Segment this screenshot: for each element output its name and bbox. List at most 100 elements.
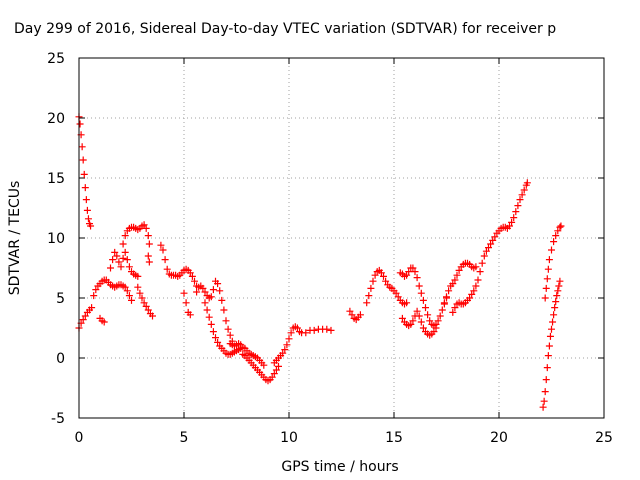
data-point — [115, 258, 123, 266]
data-point — [520, 186, 528, 194]
x-tick-label: 5 — [180, 430, 189, 446]
data-point — [543, 364, 551, 372]
data-point — [346, 307, 354, 315]
data-point — [510, 214, 518, 222]
data-point — [487, 240, 495, 248]
data-point — [449, 280, 457, 288]
data-point — [100, 318, 108, 326]
data-point — [474, 276, 482, 284]
data-point — [140, 299, 148, 307]
data-point — [543, 275, 551, 283]
data-point — [356, 311, 364, 319]
data-point — [555, 282, 563, 290]
data-point — [554, 227, 562, 235]
data-point — [159, 246, 167, 254]
data-point — [149, 312, 156, 320]
data-point — [417, 289, 425, 297]
y-axis-label: SDTVAR / TECUs — [7, 181, 23, 296]
data-point — [125, 263, 133, 271]
data-point — [207, 320, 215, 328]
data-point — [422, 304, 429, 312]
data-point — [409, 264, 417, 272]
data-point — [216, 287, 224, 295]
data-point — [268, 373, 276, 381]
data-point — [556, 277, 564, 285]
data-point — [480, 252, 488, 260]
data-point — [545, 256, 553, 264]
data-point — [293, 324, 301, 332]
data-point — [207, 293, 215, 301]
data-point — [128, 296, 135, 304]
data-point — [403, 271, 411, 279]
data-point — [472, 263, 480, 271]
x-tick-label: 10 — [280, 430, 298, 446]
data-point — [113, 252, 121, 260]
x-tick-label: 25 — [595, 430, 613, 446]
data-point — [489, 236, 497, 244]
data-point — [145, 240, 153, 248]
data-point — [144, 232, 152, 240]
data-point — [119, 254, 127, 262]
data-point — [109, 256, 117, 264]
data-point — [157, 241, 165, 249]
data-point — [468, 290, 476, 298]
data-point — [81, 184, 89, 192]
data-point — [186, 311, 194, 319]
data-point — [161, 256, 169, 264]
data-point — [82, 196, 90, 204]
data-point — [121, 283, 129, 291]
data-point — [438, 306, 446, 314]
x-axis-label: GPS time / hours — [281, 459, 398, 475]
data-point — [180, 289, 188, 297]
y-tick-label: 20 — [47, 111, 65, 127]
data-point — [205, 313, 213, 321]
data-point — [142, 302, 150, 310]
data-point — [90, 292, 98, 300]
data-point — [163, 265, 171, 273]
data-point — [144, 252, 152, 260]
data-point — [199, 284, 207, 292]
data-point — [455, 266, 463, 274]
data-point — [508, 218, 516, 226]
data-point — [78, 143, 86, 151]
data-point — [516, 196, 524, 204]
x-tick-label: 0 — [75, 430, 84, 446]
data-point — [478, 259, 486, 267]
data-point — [365, 292, 373, 300]
data-point — [203, 306, 211, 314]
data-point — [541, 294, 549, 302]
data-point — [405, 268, 413, 276]
data-point — [409, 317, 417, 325]
data-point — [466, 294, 474, 302]
data-point — [134, 283, 142, 291]
data-point — [380, 272, 387, 280]
data-point — [209, 286, 217, 294]
data-point — [279, 349, 287, 357]
data-point — [92, 286, 100, 294]
data-point — [285, 335, 293, 343]
data-point — [556, 223, 564, 231]
data-point — [369, 277, 377, 285]
data-point — [550, 311, 558, 319]
data-point — [440, 299, 448, 307]
data-point — [111, 248, 119, 256]
data-point — [125, 292, 133, 300]
data-point — [506, 222, 513, 230]
data-point — [201, 299, 209, 307]
data-point — [275, 362, 282, 370]
data-point — [552, 232, 560, 240]
data-point — [552, 298, 560, 306]
data-point — [145, 258, 153, 266]
y-tick-label: 10 — [47, 231, 65, 247]
data-point — [121, 232, 129, 240]
data-point — [218, 296, 226, 304]
data-points — [75, 113, 565, 411]
data-point — [548, 246, 555, 254]
data-point — [220, 306, 228, 314]
data-point — [541, 388, 549, 396]
data-point — [83, 206, 91, 214]
data-point — [476, 268, 484, 276]
data-point — [80, 170, 88, 178]
data-point — [482, 247, 490, 255]
data-point — [260, 361, 268, 369]
